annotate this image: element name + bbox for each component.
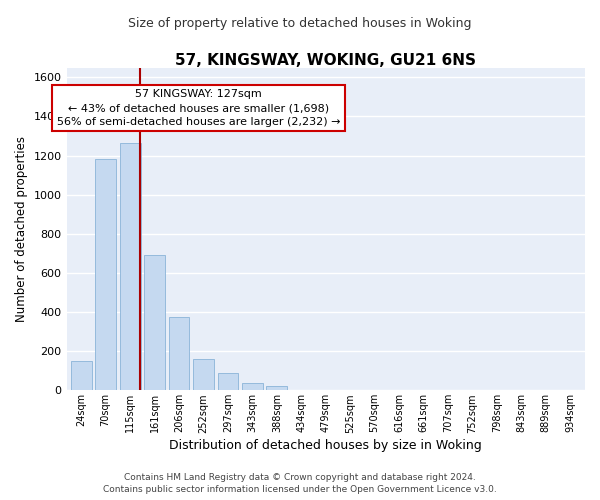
Bar [95,160,116,390]
Text: Size of property relative to detached houses in Woking: Size of property relative to detached ho… [128,18,472,30]
Bar [266,386,287,390]
Bar [218,372,238,390]
X-axis label: Distribution of detached houses by size in Woking: Distribution of detached houses by size … [169,440,482,452]
Text: Contains HM Land Registry data © Crown copyright and database right 2024.
Contai: Contains HM Land Registry data © Crown c… [103,472,497,494]
Text: 57 KINGSWAY: 127sqm
← 43% of detached houses are smaller (1,698)
56% of semi-det: 57 KINGSWAY: 127sqm ← 43% of detached ho… [57,89,340,127]
Bar [242,383,263,390]
Title: 57, KINGSWAY, WOKING, GU21 6NS: 57, KINGSWAY, WOKING, GU21 6NS [175,52,476,68]
Bar [193,359,214,390]
Bar [144,256,165,390]
Bar [71,361,92,390]
Y-axis label: Number of detached properties: Number of detached properties [15,136,28,322]
Bar [120,143,140,390]
Bar [169,317,190,390]
